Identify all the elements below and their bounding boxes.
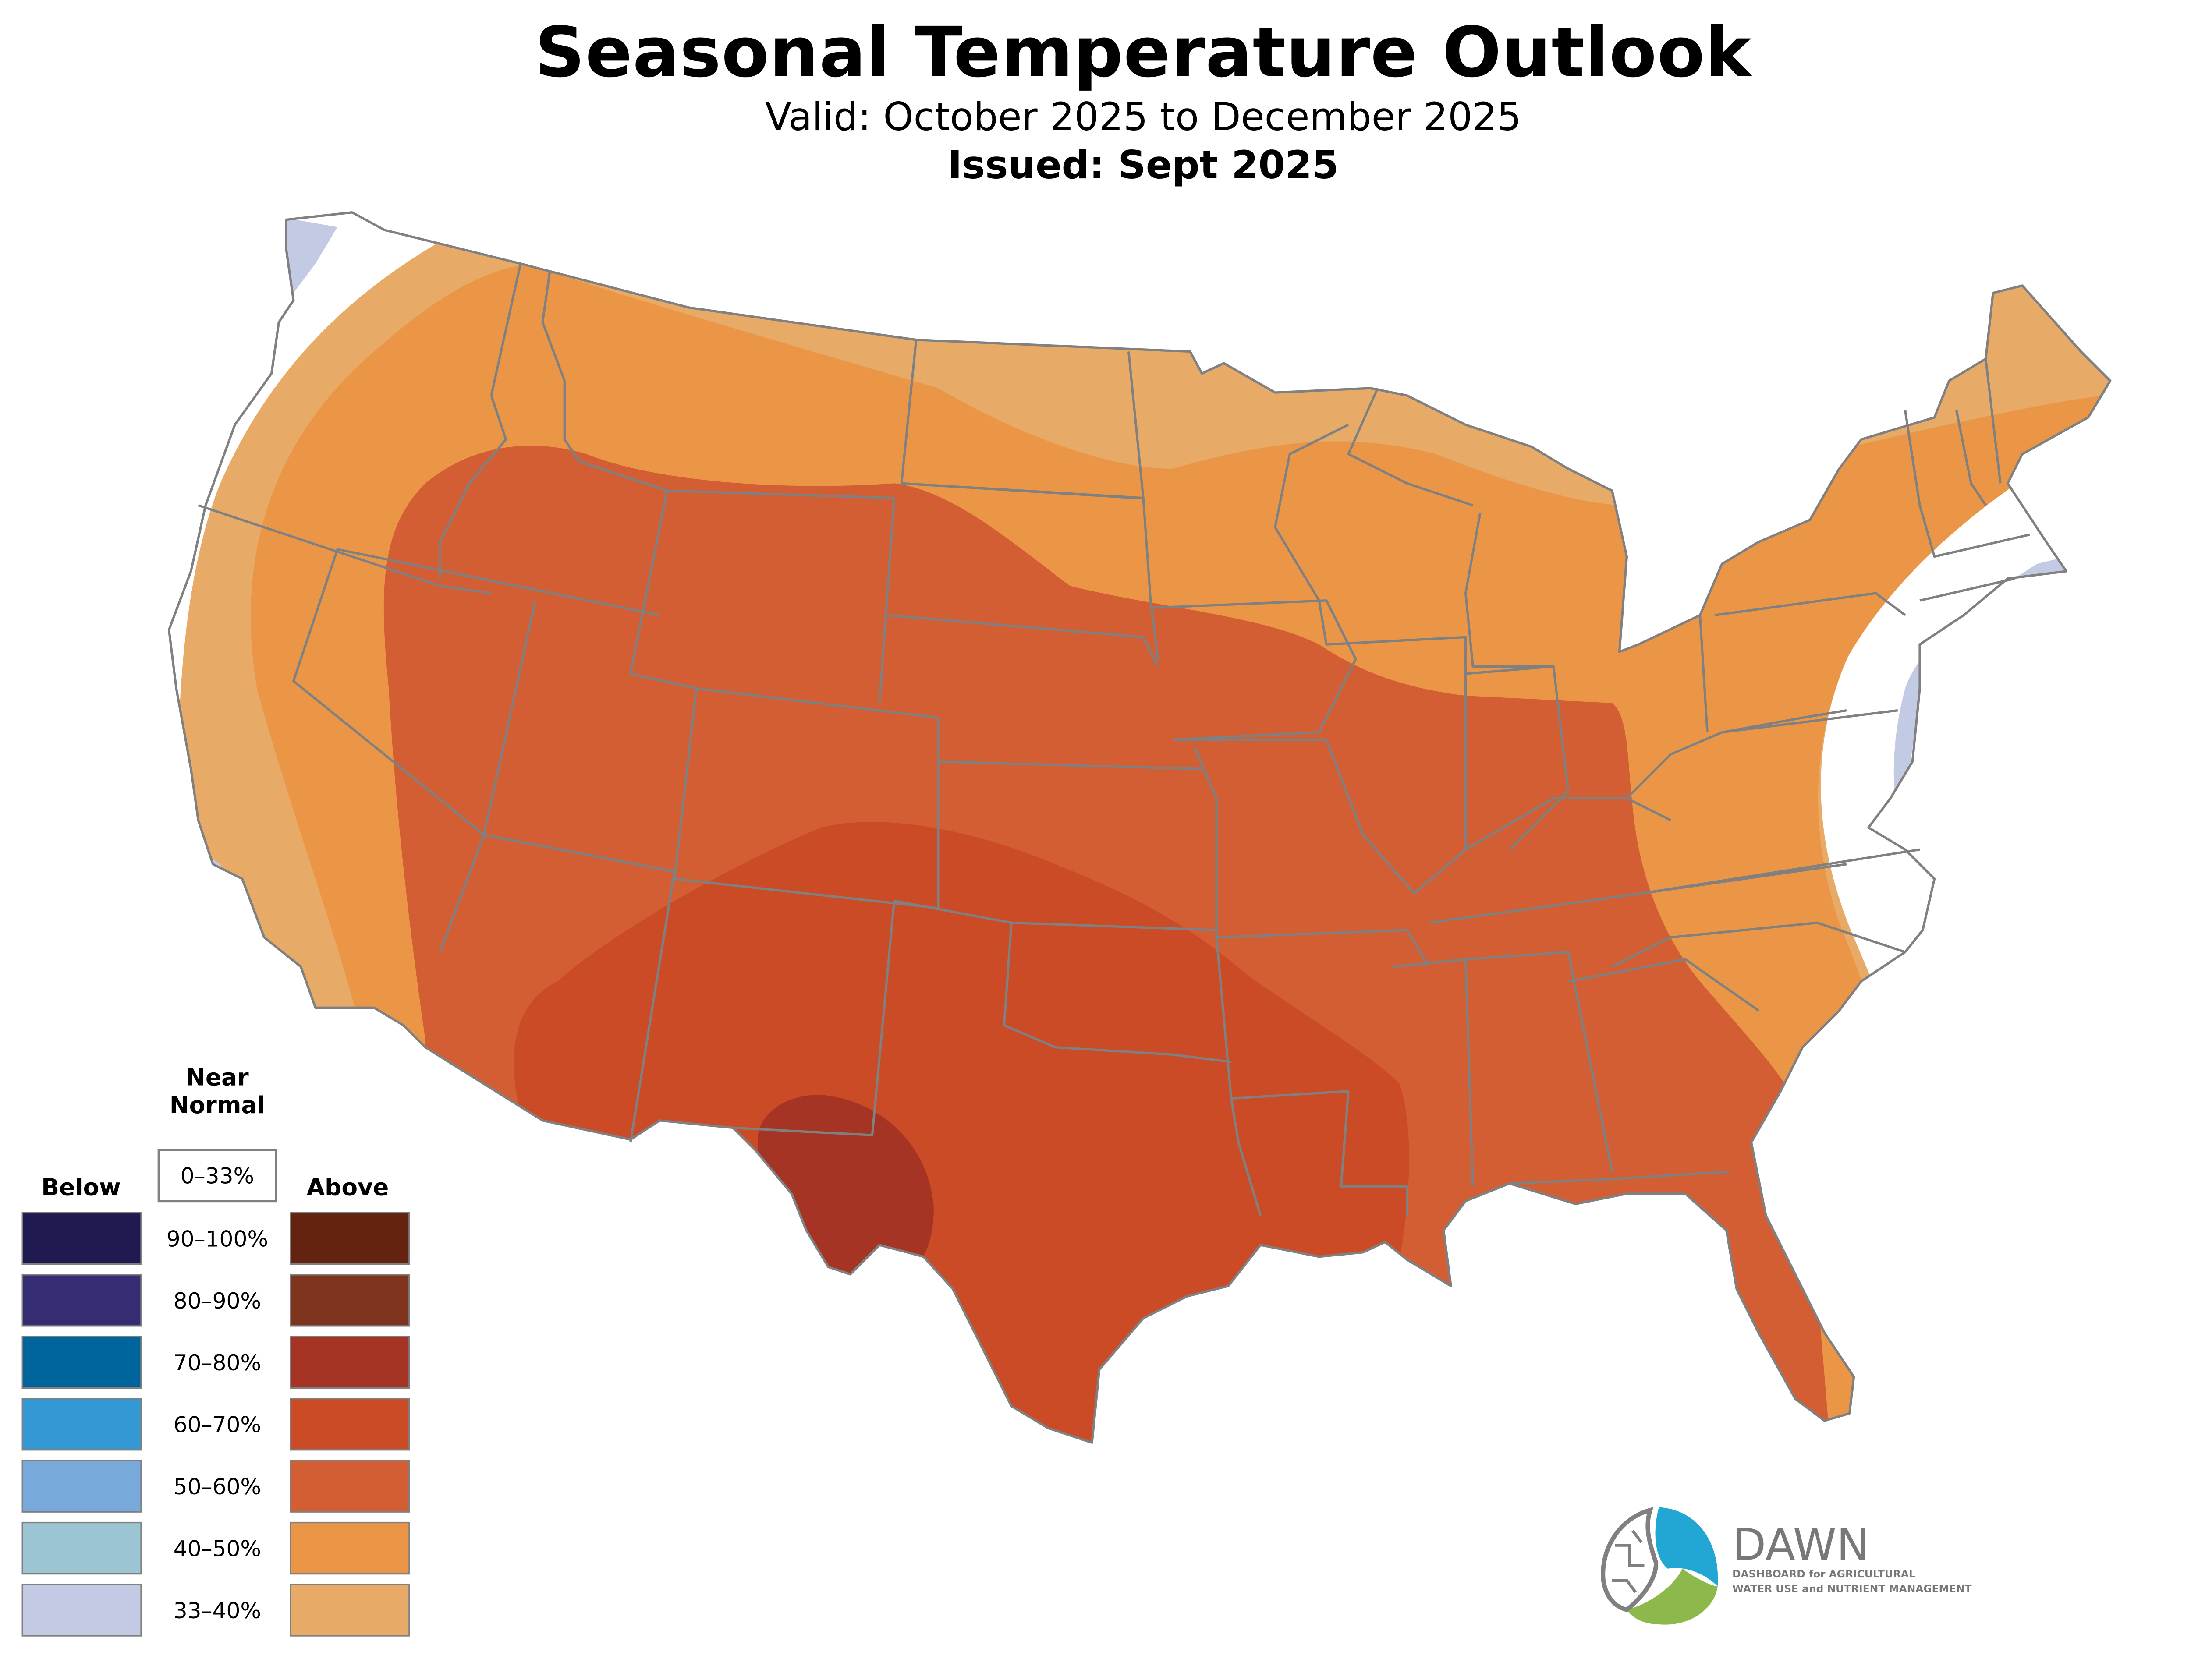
legend-range-label: 60–70% (174, 1412, 261, 1438)
border-id-wy (629, 490, 668, 674)
border-ar-la (1231, 1090, 1349, 1100)
border-mi (1464, 512, 1554, 668)
border-oh-pa (1698, 615, 1709, 732)
border-ks-mo (1193, 746, 1218, 937)
logo-name: DAWN (1732, 1519, 1869, 1570)
state-borders (169, 212, 2110, 1443)
legend-above-swatch (290, 1521, 410, 1575)
logo-circuit-lines (1612, 1529, 1645, 1593)
border-id-or (439, 395, 507, 579)
legend-above-swatch (290, 1274, 410, 1327)
border-nd-sd (901, 482, 1136, 499)
legend-below-swatch (21, 1460, 142, 1513)
valid-period: Valid: October 2025 to December 2025 (765, 94, 1522, 139)
border-pa-ny (1714, 592, 1906, 616)
legend-range-label: 40–50% (174, 1535, 261, 1561)
border-vt-nh (1955, 410, 1987, 506)
legend-near-normal-title-1: Near (186, 1064, 249, 1091)
legend-range-label: 70–80% (174, 1350, 261, 1376)
logo-tagline-2: WATER USE and NUTRIENT MANAGEMENT (1732, 1582, 1971, 1595)
legend-rows: 90–100% 80–90% 70–80% 60–70% 50–60% 40–50% 33–… (21, 1212, 410, 1637)
border-in-oh (1465, 665, 1570, 851)
issued-date: Issued: Sept 2025 (947, 142, 1339, 187)
border-nh-me (1984, 358, 2002, 484)
border-ga-fl (1509, 1171, 1730, 1185)
border-ok-tx (1003, 923, 1231, 1063)
legend-below-swatch (21, 1274, 142, 1327)
border-sd-ne (886, 614, 1159, 667)
border-nm-tx (733, 901, 896, 1136)
legend: Near Normal 0–33% Below Above 90–100% 80–… (21, 1064, 410, 1637)
logo-tagline-1: DASHBOARD for AGRICULTURAL (1732, 1568, 1915, 1580)
border-va-nc (1641, 848, 1920, 895)
zone-below-33-40-wa (279, 216, 338, 293)
page-title: Seasonal Temperature Outlook (535, 12, 1752, 93)
legend-above-swatch (290, 1398, 410, 1451)
border-ar-tx (1215, 937, 1262, 1216)
border-al-ga (1465, 951, 1613, 1172)
logo-circuit-icon (1601, 1507, 1659, 1612)
border-wa-id (490, 263, 522, 396)
legend-range-label: 50–60% (174, 1474, 261, 1500)
legend-below-swatch (21, 1336, 142, 1389)
border-wy-co (696, 687, 939, 719)
border-or-ca-nv (337, 548, 660, 616)
legend-below-swatch (21, 1398, 142, 1451)
border-mn-wi (1274, 424, 1349, 645)
legend-range-label: 33–40% (174, 1598, 261, 1623)
border-mo-ar (1216, 929, 1430, 968)
logo-water-drop-icon (1655, 1507, 1718, 1587)
legend-below-swatch (21, 1212, 142, 1265)
dawn-logo: DAWN DASHBOARD for AGRICULTURAL WATER US… (1600, 1501, 1971, 1625)
legend-near-normal-title-2: Normal (170, 1091, 265, 1119)
legend-above-swatch (290, 1212, 410, 1265)
legend-below-title: Below (41, 1173, 121, 1201)
legend-range-label: 80–90% (174, 1288, 261, 1314)
legend-above-title: Above (307, 1173, 389, 1201)
border-ne-ks (938, 760, 1202, 771)
border-ny-vt-ma (1904, 410, 2030, 558)
border-pa-md (1722, 709, 1898, 734)
legend-above-swatch (290, 1336, 410, 1389)
border-la-ms (1340, 1091, 1408, 1216)
legend-range-label: 90–100% (167, 1226, 268, 1252)
legend-below-swatch (21, 1584, 142, 1637)
border-wi-mi (1347, 387, 1474, 507)
legend-near-normal-swatch (157, 1149, 277, 1203)
logo-leaf-icon (1627, 1568, 1718, 1625)
legend-below-swatch (21, 1521, 142, 1575)
border-ma-ct (1919, 577, 2015, 602)
border-id-mt (541, 271, 668, 492)
border-nc-tn (1611, 921, 1906, 968)
border-ca-nv (292, 548, 486, 953)
border-nd-mn (1127, 351, 1159, 659)
border-il (1325, 636, 1467, 895)
border-nv-ut (482, 600, 537, 835)
legend-near-normal-range: 0–33% (181, 1163, 254, 1189)
border-wa-or (198, 504, 492, 594)
border-ky-oh (1465, 797, 1671, 851)
border-ia (1150, 599, 1357, 741)
border-wy-sd (667, 489, 896, 704)
legend-above-swatch (290, 1460, 410, 1513)
border-az-nm (483, 834, 676, 1143)
border-ga-sc (1568, 958, 1759, 1012)
legend-above-swatch (290, 1584, 410, 1637)
